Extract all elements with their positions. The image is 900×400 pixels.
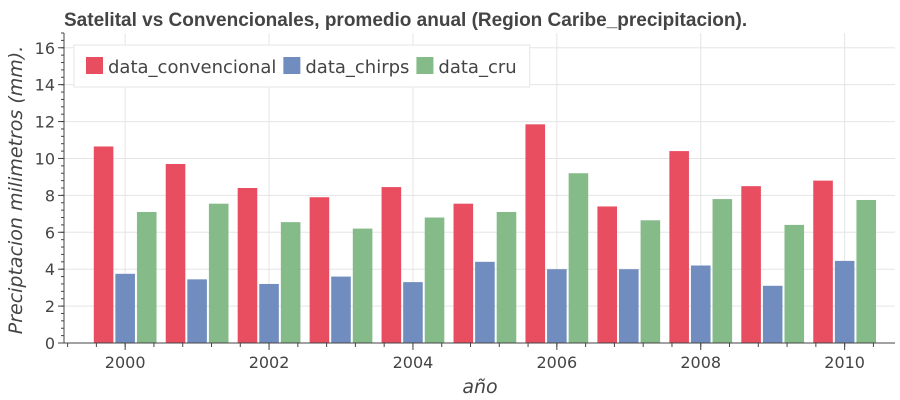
bar-data-chirps [834,260,855,343]
bar-data-chirps [331,276,351,343]
x-axis-label: año [462,376,497,398]
bar-data-chirps [475,261,495,343]
legend-label-data-chirps: data_chirps [305,57,409,78]
bar-data-chirps [115,273,135,343]
legend-swatch-data-chirps [283,57,301,74]
bar-data-chirps [259,283,279,343]
legend-label-data-cru: data_cru [438,57,516,78]
x-tick-label: 2008 [680,353,721,372]
bar-data-convencional [309,197,330,343]
bar-data-cru [856,199,877,343]
y-tick-label: 6 [45,223,55,242]
bar-data-chirps [619,269,639,343]
bar-data-convencional [741,186,761,343]
legend: data_convencional data_chirps data_cru [73,44,531,88]
x-tick-label: 2002 [249,353,290,372]
bar-data-convencional [93,146,114,343]
bar-data-chirps [547,269,567,343]
legend-label-data-convencional: data_convencional [108,57,276,78]
y-tick-label: 10 [35,149,55,168]
bar-data-cru [496,211,517,343]
y-tick-label: 2 [45,297,55,316]
y-tick-label: 4 [45,260,55,279]
bar-data-cru [784,224,805,343]
bar-data-cru [568,173,589,343]
chart-title: Satelital vs Convencionales, promedio an… [64,10,747,31]
y-tick-label: 8 [45,186,55,205]
bar-data-chirps [403,282,423,343]
bar-data-convencional [525,124,546,343]
y-tick-label: 12 [35,113,55,132]
bar-data-cru [352,228,373,343]
legend-box [73,44,531,88]
bar-data-convencional [453,203,474,343]
bar-data-convencional [237,188,258,343]
x-tick-label: 2006 [536,353,577,372]
y-axis-label: Preciptacion milimetros (mm). [5,46,27,335]
bar-data-cru [280,222,301,343]
bar-data-convencional [597,206,617,343]
bar-data-convencional [669,151,689,343]
x-tick-label: 2000 [105,353,146,372]
x-tick-label: 2010 [824,353,865,372]
legend-swatch-data-convencional [86,57,103,74]
bar-data-convencional [381,187,402,343]
bar-data-cru [712,199,733,343]
bar-data-cru [208,203,229,343]
y-tick-label: 0 [45,334,55,353]
bar-data-chirps [762,285,783,343]
bar-data-cru [640,220,661,343]
bar-data-cru [136,211,157,343]
bar-data-convencional [165,164,186,343]
axes-group: 0 2 4 6 8 10 12 14 16 2000 2002 2004 2006 2008 2010 [35,32,895,372]
bar-data-chirps [690,265,711,343]
bar-data-chirps [187,279,207,343]
bars-group [93,124,877,343]
bar-data-convencional [813,180,833,343]
y-tick-label: 16 [35,39,55,58]
y-tick-label: 14 [35,76,55,95]
x-tick-label: 2004 [393,353,434,372]
bar-data-cru [424,217,445,343]
legend-swatch-data-cru [416,57,434,74]
